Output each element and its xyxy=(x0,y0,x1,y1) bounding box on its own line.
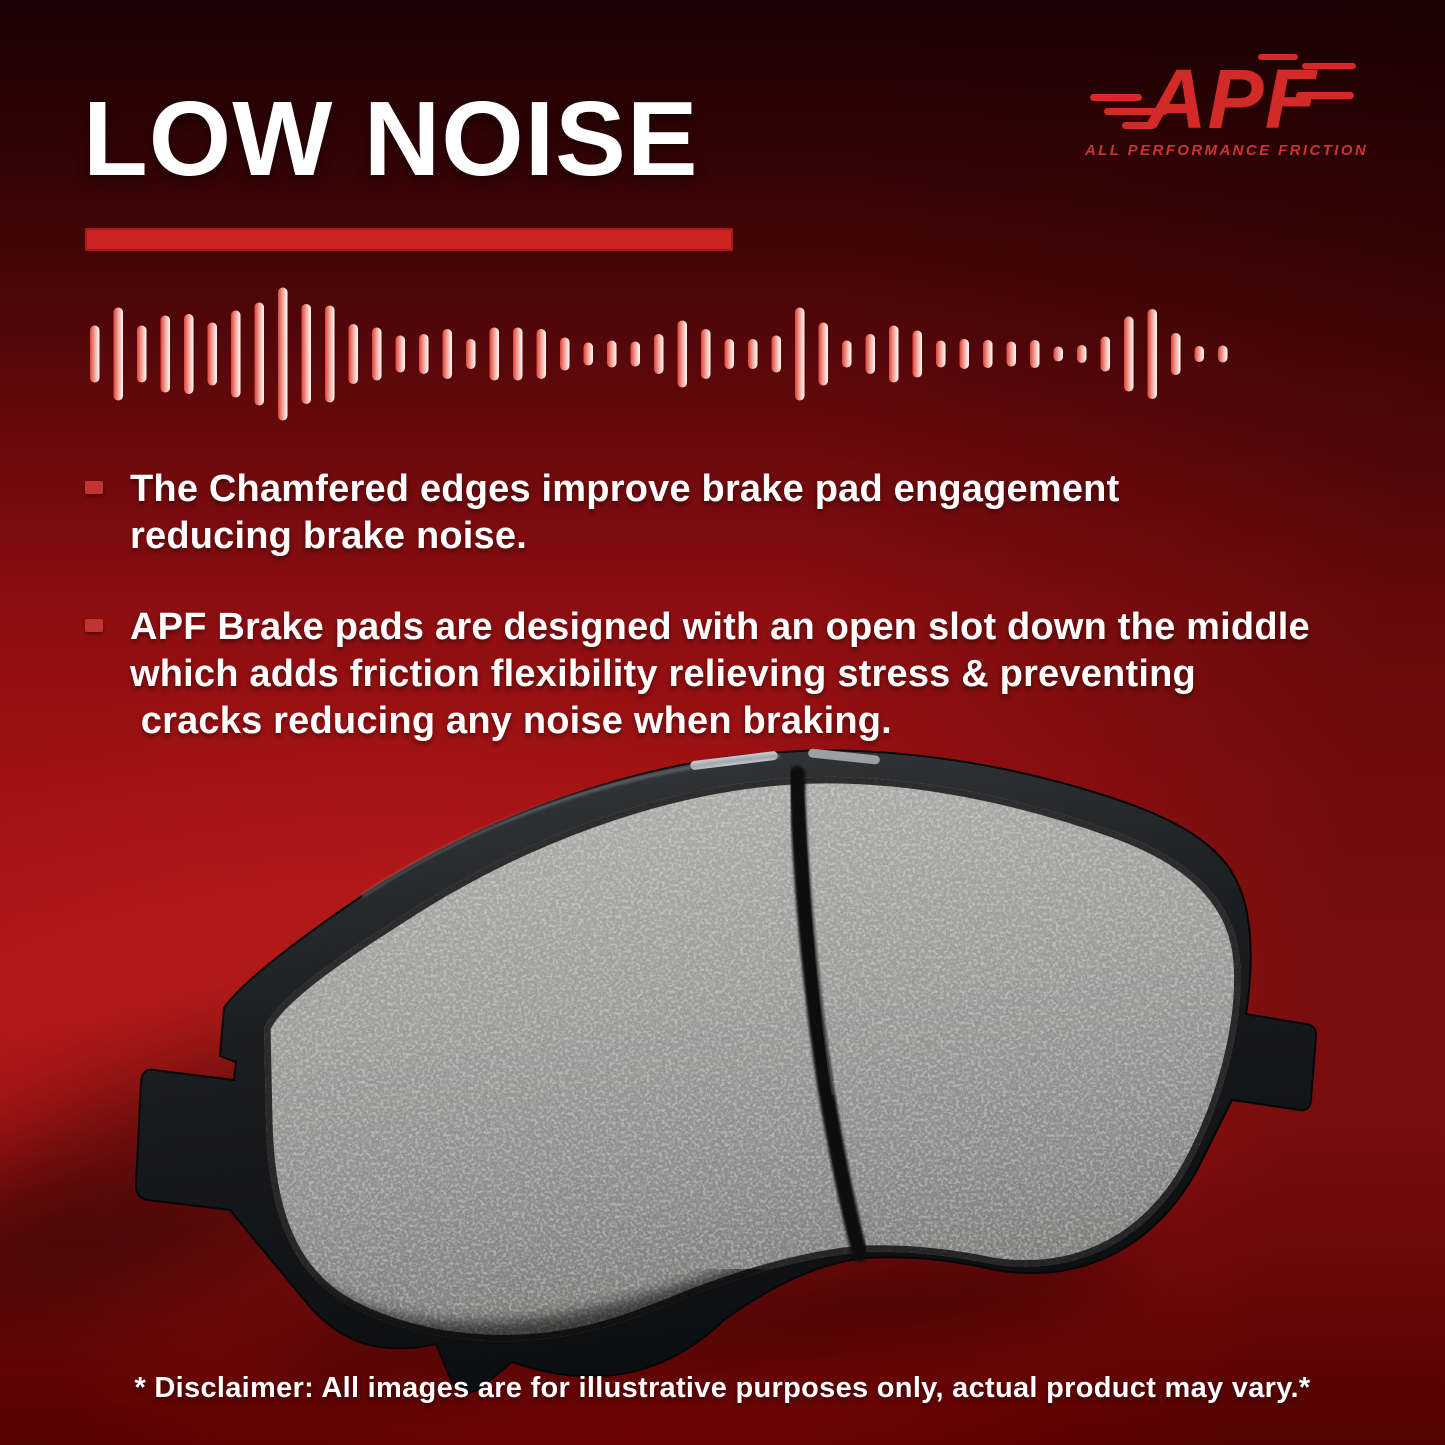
bullet-line: reducing brake noise. xyxy=(130,515,527,557)
title-underline xyxy=(85,228,733,251)
bullet-text: APF Brake pads are designed with an open… xyxy=(130,604,1310,745)
waveform-bar xyxy=(818,322,828,386)
waveform-bar xyxy=(325,305,335,403)
waveform-bar xyxy=(489,327,499,381)
waveform-bar xyxy=(630,341,640,367)
bullet-item: APF Brake pads are designed with an open… xyxy=(85,604,1395,745)
bullet-line: The Chamfered edges improve brake pad en… xyxy=(130,468,1120,510)
waveform-bar xyxy=(1030,340,1040,368)
bullet-marker-icon xyxy=(85,619,103,632)
waveform-bar xyxy=(724,339,734,369)
apf-logo-icon: APF xyxy=(1090,52,1356,140)
waveform-bar xyxy=(536,329,546,379)
waveform-bar xyxy=(983,340,993,368)
waveform-bar xyxy=(395,335,405,373)
waveform-bar xyxy=(184,314,194,394)
waveform-bar xyxy=(936,340,946,368)
waveform-bar xyxy=(466,339,476,369)
speed-line-icon xyxy=(1258,54,1298,60)
waveform-bar xyxy=(654,334,664,374)
top-rim-highlight xyxy=(360,754,781,898)
waveform-bar xyxy=(254,302,264,406)
waveform-bar xyxy=(1147,309,1157,399)
waveform-bar xyxy=(771,335,781,373)
waveform-bar xyxy=(207,322,217,386)
waveform-bar xyxy=(231,310,241,398)
bullet-item: The Chamfered edges improve brake pad en… xyxy=(85,466,1395,560)
waveform-bar xyxy=(560,337,570,371)
waveform-bar xyxy=(842,340,852,368)
waveform-bar xyxy=(959,339,969,369)
slot-highlight xyxy=(804,789,835,1096)
waveform-bar xyxy=(348,324,358,384)
waveform-bar xyxy=(513,327,523,381)
waveform-bar xyxy=(865,334,875,374)
waveform-bar xyxy=(1171,333,1181,375)
bullet-marker-icon xyxy=(85,481,103,494)
speed-line-icon xyxy=(1122,122,1156,129)
waveform-bar xyxy=(1053,346,1063,362)
apf-logo-tagline: ALL PERFORMANCE FRICTION xyxy=(1085,142,1369,159)
waveform-bar xyxy=(1124,316,1134,392)
sound-waveform xyxy=(90,287,1228,421)
waveform-bar xyxy=(1100,336,1110,372)
waveform-bar xyxy=(442,329,452,379)
speed-line-icon xyxy=(1090,94,1142,101)
waveform-bar xyxy=(372,327,382,381)
waveform-bar xyxy=(160,315,170,393)
waveform-bar xyxy=(419,334,429,374)
waveform-bar xyxy=(607,340,617,368)
waveform-bar xyxy=(583,342,593,366)
waveform-bar xyxy=(1194,346,1204,362)
bullet-line: cracks reducing any noise when braking. xyxy=(130,700,892,742)
waveform-bar xyxy=(1006,341,1016,367)
waveform-bar xyxy=(278,287,288,421)
waveform-bar xyxy=(748,339,758,369)
speed-line-icon xyxy=(1302,63,1356,69)
page-title: LOW NOISE xyxy=(83,80,699,198)
feature-bullets: The Chamfered edges improve brake pad en… xyxy=(85,466,1395,789)
waveform-bar xyxy=(113,307,123,401)
waveform-bar xyxy=(795,307,805,401)
apf-logo-text: APF xyxy=(1144,52,1319,140)
shim-strip xyxy=(808,748,880,765)
waveform-bar xyxy=(137,325,147,383)
waveform-bar xyxy=(677,320,687,388)
bullet-line: APF Brake pads are designed with an open… xyxy=(130,606,1310,648)
waveform-bar xyxy=(301,304,311,404)
disclaimer-text: * Disclaimer: All images are for illustr… xyxy=(134,1372,1311,1404)
speed-line-icon xyxy=(1104,108,1168,115)
center-slot xyxy=(789,766,868,1262)
bullet-line: which adds friction flexibility relievin… xyxy=(130,653,1196,695)
speed-line-icon xyxy=(1296,92,1354,99)
waveform-bar xyxy=(889,325,899,383)
waveform-bar xyxy=(912,330,922,378)
waveform-bar xyxy=(701,329,711,379)
bullet-text: The Chamfered edges improve brake pad en… xyxy=(130,466,1119,560)
waveform-bar xyxy=(1218,345,1228,363)
apf-logo: APF ALL PERFORMANCE FRICTION xyxy=(1085,48,1369,159)
waveform-bar xyxy=(1077,345,1087,363)
waveform-bar xyxy=(90,325,100,383)
